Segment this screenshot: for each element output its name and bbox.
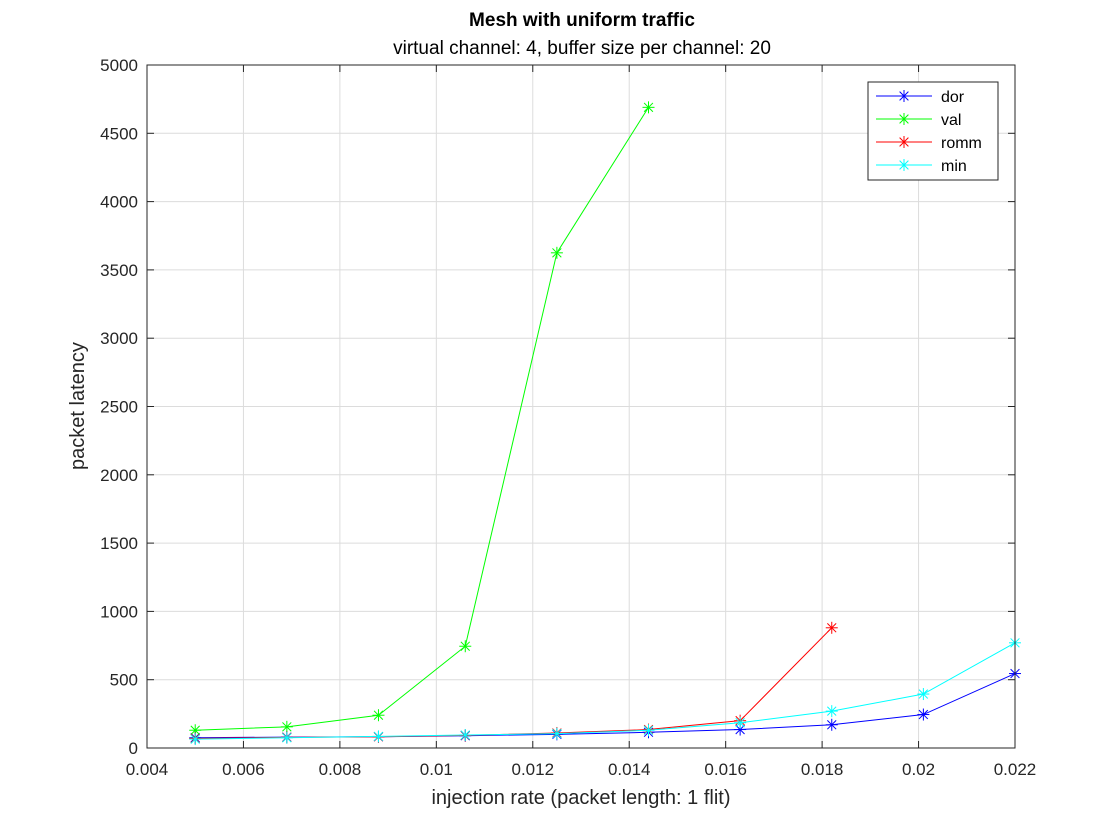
data-point-min — [917, 688, 930, 701]
ticks: 0.004 0.006 0.008 0.01 0.012 0.014 0.016 0.018 0… — [100, 56, 1036, 779]
x-tick-label: 0.014 — [608, 760, 651, 779]
y-tick-label: 4500 — [100, 124, 138, 143]
legend-marker-dor — [898, 90, 910, 102]
legend-label-val: val — [941, 112, 961, 129]
y-tick-label: 1000 — [100, 602, 138, 621]
x-tick-label: 0.012 — [512, 760, 555, 779]
x-tick-label: 0.02 — [902, 760, 935, 779]
data-point-min — [734, 716, 747, 729]
legend-label-min: min — [941, 158, 967, 175]
y-axis-label: packet latency — [67, 342, 89, 470]
data-point-min — [372, 730, 385, 743]
data-point-val — [280, 720, 293, 733]
data-point-romm — [825, 621, 838, 634]
chart-subtitle: virtual channel: 4, buffer size per chan… — [393, 38, 771, 59]
series-layer — [189, 101, 1021, 746]
legend-entry-dor: dor — [876, 89, 965, 106]
y-tick-label: 1500 — [100, 534, 138, 553]
data-point-val — [372, 709, 385, 722]
y-tick-label: 2500 — [100, 398, 138, 417]
y-tick-label: 3000 — [100, 329, 138, 348]
legend-entry-romm: romm — [876, 135, 982, 152]
data-point-min — [189, 733, 202, 746]
legend-marker-min — [898, 159, 910, 171]
series-line-val — [195, 107, 649, 731]
x-tick-label: 0.004 — [126, 760, 169, 779]
data-point-dor — [825, 718, 838, 731]
legend-box — [867, 81, 999, 181]
legend-label-dor: dor — [941, 89, 965, 106]
x-tick-label: 0.01 — [420, 760, 453, 779]
data-point-val — [550, 246, 563, 259]
series-val — [189, 101, 655, 737]
data-point-min — [459, 729, 472, 742]
y-tick-label: 4000 — [100, 193, 138, 212]
data-point-min — [280, 731, 293, 744]
data-point-dor — [917, 708, 930, 721]
y-tick-label: 2000 — [100, 466, 138, 485]
data-point-min — [550, 727, 563, 740]
legend-entry-val: val — [876, 112, 961, 129]
legend-marker-romm — [898, 136, 910, 148]
legend-entry-min: min — [876, 158, 967, 175]
y-tick-label: 5000 — [100, 56, 138, 75]
x-tick-label: 0.018 — [801, 760, 844, 779]
x-axis-label: injection rate (packet length: 1 flit) — [431, 787, 730, 809]
data-point-min — [825, 705, 838, 718]
y-tick-label: 3500 — [100, 261, 138, 280]
chart-title: Mesh with uniform traffic — [469, 10, 695, 31]
x-tick-label: 0.006 — [222, 760, 265, 779]
x-tick-label: 0.016 — [704, 760, 747, 779]
y-tick-label: 0 — [129, 739, 138, 758]
x-tick-label: 0.008 — [319, 760, 362, 779]
legend-marker-val — [898, 113, 910, 125]
series-line-min — [195, 642, 1016, 740]
x-tick-label: 0.022 — [994, 760, 1037, 779]
legend: dor val romm min — [867, 81, 999, 181]
data-point-min — [642, 724, 655, 737]
data-point-val — [459, 640, 472, 653]
legend-label-romm: romm — [941, 135, 982, 152]
data-point-val — [642, 101, 655, 114]
y-tick-label: 500 — [110, 671, 138, 690]
